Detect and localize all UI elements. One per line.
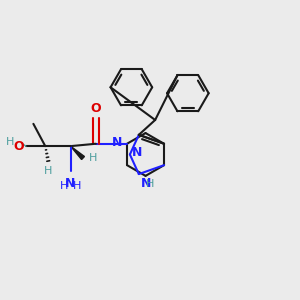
Text: H: H bbox=[44, 166, 52, 176]
Text: H: H bbox=[6, 137, 14, 147]
Text: N: N bbox=[112, 136, 123, 149]
Text: N: N bbox=[65, 177, 76, 190]
Text: N: N bbox=[141, 177, 152, 190]
Text: H: H bbox=[73, 181, 81, 191]
Polygon shape bbox=[70, 146, 85, 160]
Text: H: H bbox=[146, 178, 154, 188]
Text: O: O bbox=[13, 140, 24, 153]
Text: H: H bbox=[89, 153, 97, 163]
Text: O: O bbox=[91, 102, 101, 115]
Text: H: H bbox=[60, 181, 68, 191]
Text: N: N bbox=[132, 146, 142, 160]
